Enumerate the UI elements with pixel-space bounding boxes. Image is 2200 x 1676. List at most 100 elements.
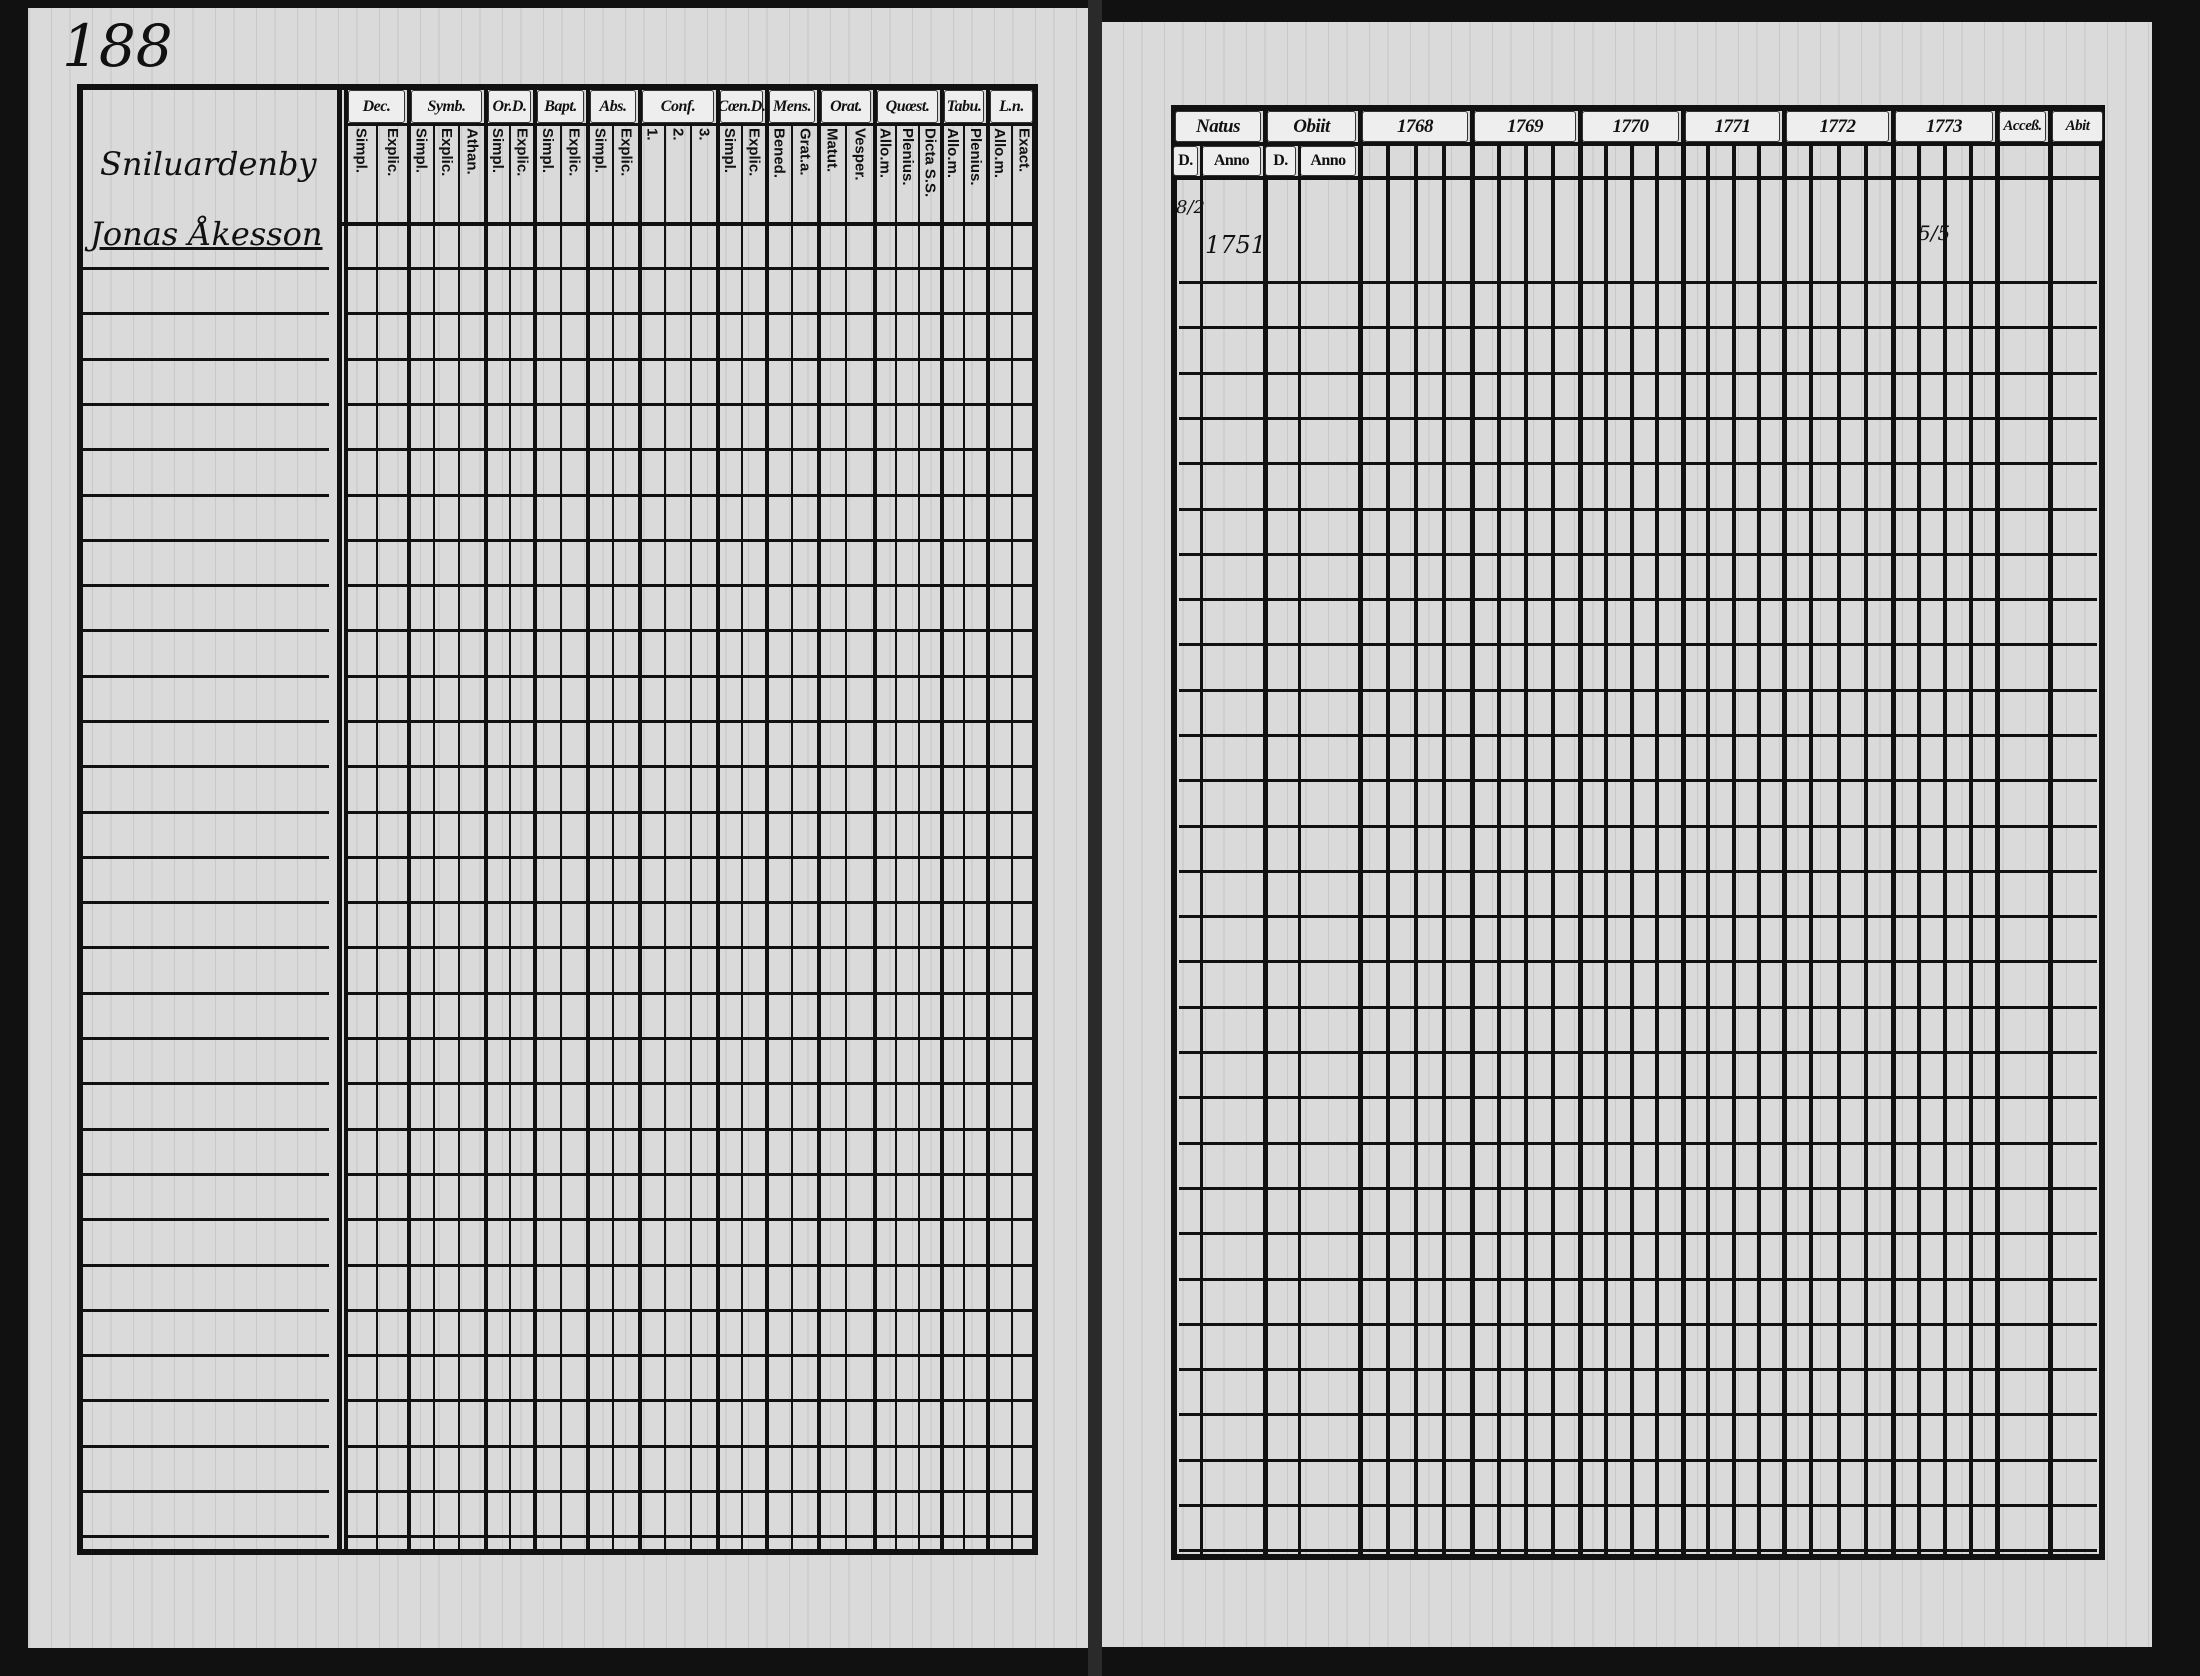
header-tabu: Tabu. xyxy=(944,90,984,123)
row-line xyxy=(77,1490,329,1493)
row-line xyxy=(77,1173,329,1176)
row-line xyxy=(77,1037,329,1040)
column-divider xyxy=(407,84,411,1555)
row-line xyxy=(345,358,1038,361)
column-divider xyxy=(533,84,537,1555)
header-qust: Quœst. xyxy=(877,90,938,123)
subheader-simpl: Simpl. xyxy=(412,128,430,174)
row-line xyxy=(345,403,1038,406)
subheader-exact: Exact. xyxy=(1015,128,1033,173)
header-divider xyxy=(1171,176,2105,180)
subcolumn-divider xyxy=(918,123,920,1555)
row-line xyxy=(1179,1368,2097,1371)
subheader-simpl: Simpl. xyxy=(352,128,370,174)
subcolumn-divider xyxy=(1837,142,1841,1560)
column-divider xyxy=(344,84,348,1555)
column-divider xyxy=(484,84,488,1555)
row-line xyxy=(1179,1459,2097,1462)
row-line xyxy=(1179,689,2097,692)
header-obiit: Obiit xyxy=(1267,111,1356,142)
row-line xyxy=(1179,960,2097,963)
row-line xyxy=(77,312,329,315)
row-line xyxy=(77,1128,329,1131)
header-bapt: Bapt. xyxy=(537,90,584,123)
header-conf: Conf. xyxy=(642,90,714,123)
obiit-year-header: Anno xyxy=(1300,146,1356,176)
row-line xyxy=(345,494,1038,497)
subcolumn-divider xyxy=(1630,142,1634,1560)
subcolumn-divider xyxy=(1414,142,1418,1560)
row-line xyxy=(345,312,1038,315)
row-line xyxy=(345,720,1038,723)
column-divider xyxy=(1782,105,1787,1560)
row-line xyxy=(345,267,1038,270)
row-line xyxy=(1179,825,2097,828)
subcolumn-divider xyxy=(433,123,435,1555)
column-divider xyxy=(2048,105,2053,1560)
subcolumn-divider xyxy=(895,123,897,1555)
header-ord: Or.D. xyxy=(488,90,531,123)
right-register-table xyxy=(1171,105,2105,1560)
left-page xyxy=(28,8,1090,1648)
row-line xyxy=(345,811,1038,814)
header-cnd: Cœn.D. xyxy=(718,90,766,123)
header-year-1771: 1771 xyxy=(1685,111,1780,142)
subcolumn-divider xyxy=(612,123,614,1555)
subcolumn-divider xyxy=(1864,142,1868,1560)
subcolumn-divider xyxy=(509,123,511,1555)
header-orat: Orat. xyxy=(821,90,871,123)
row-line xyxy=(1179,1142,2097,1145)
row-line xyxy=(1179,1051,2097,1054)
column-divider xyxy=(1358,105,1363,1560)
subheader-bened: Bened. xyxy=(770,128,788,179)
subheader-1: 1. xyxy=(643,128,661,141)
column-divider xyxy=(817,84,821,1555)
column-divider xyxy=(765,84,769,1555)
subheader-plenius: Plenius. xyxy=(899,128,916,186)
subheader-athan: Athan. xyxy=(463,128,481,175)
header-divider xyxy=(1171,142,2105,146)
row-line xyxy=(77,1445,329,1448)
row-line xyxy=(77,267,329,270)
subheader-vesper: Vesper. xyxy=(851,128,869,181)
row-line xyxy=(345,539,1038,542)
column-divider xyxy=(940,84,944,1555)
subcolumn-divider xyxy=(1809,142,1813,1560)
row-line xyxy=(1179,1006,2097,1009)
header-accessit: Acceß. xyxy=(1999,111,2046,142)
row-line xyxy=(345,946,1038,949)
header-natus: Natus xyxy=(1175,111,1261,142)
row-line xyxy=(1179,326,2097,329)
subheader-allom: Allo.m. xyxy=(876,128,894,179)
subcolumn-divider xyxy=(1524,142,1528,1560)
header-dec: Dec. xyxy=(348,90,405,123)
row-line xyxy=(345,584,1038,587)
row-line xyxy=(345,1535,1038,1538)
subcolumn-divider xyxy=(1604,142,1608,1560)
subheader-allom: Allo.m. xyxy=(944,128,961,179)
name-column-divider xyxy=(337,84,342,1555)
row-line xyxy=(1179,598,2097,601)
subcolumn-divider xyxy=(1943,142,1947,1560)
column-divider xyxy=(638,84,642,1555)
row-line xyxy=(1179,508,2097,511)
header-year-1768: 1768 xyxy=(1362,111,1468,142)
row-line xyxy=(1179,1413,2097,1416)
subcolumn-divider xyxy=(376,123,378,1555)
subcolumn-divider xyxy=(1200,142,1203,1560)
left-register-table xyxy=(77,84,1038,1555)
subcolumn-divider xyxy=(1757,142,1761,1560)
subheader-2: 2. xyxy=(669,128,687,141)
column-divider xyxy=(716,84,720,1555)
subheader-explic: Explic. xyxy=(565,128,583,177)
row-line xyxy=(1179,1278,2097,1281)
row-line xyxy=(1179,1323,2097,1326)
row-line xyxy=(345,1264,1038,1267)
row-line xyxy=(345,1309,1038,1312)
header-ln: L.n. xyxy=(990,90,1033,123)
subcolumn-divider xyxy=(690,123,692,1555)
subcolumn-divider xyxy=(1497,142,1501,1560)
row-line xyxy=(77,1218,329,1221)
subheader-explic: Explic. xyxy=(383,128,401,177)
row-line xyxy=(1179,417,2097,420)
